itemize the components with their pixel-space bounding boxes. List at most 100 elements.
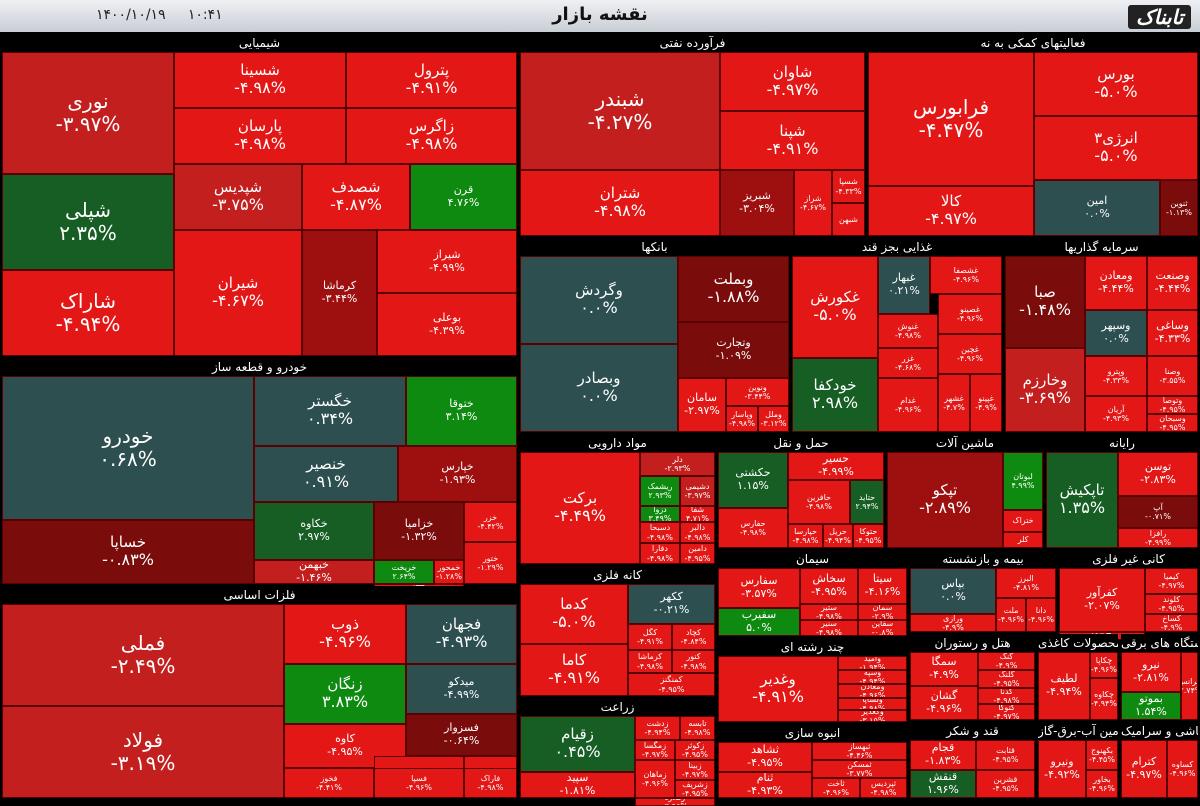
stock-tile[interactable]: خمحور -۱.۲۸% bbox=[434, 560, 464, 584]
stock-tile[interactable]: سفارس -۳.۵۷% bbox=[718, 568, 800, 608]
stock-tile[interactable]: کاما -۴.۹۱% bbox=[520, 644, 628, 696]
stock-tile[interactable]: گتوکا -۴.۹۷% bbox=[978, 704, 1035, 720]
stock-tile[interactable]: قثابت -۴.۹۵% bbox=[976, 740, 1035, 770]
stock-tile[interactable]: کنور -۴.۹۸% bbox=[672, 650, 715, 673]
stock-tile[interactable]: قنقش ۱.۹۶% bbox=[910, 770, 976, 798]
stock-tile[interactable]: شاراک -۴.۹۴% bbox=[2, 270, 174, 356]
stock-tile[interactable]: ونوین -۳.۴۴% bbox=[726, 378, 789, 406]
stock-tile[interactable]: ککهر -۰.۲۱% bbox=[628, 584, 715, 624]
stock-tile[interactable]: حسیر -۴.۹۹% bbox=[788, 452, 884, 480]
stock-tile[interactable]: زکوثر -۴.۹۵% bbox=[675, 740, 715, 760]
stock-tile[interactable]: ثاخت -۴.۹۶% bbox=[812, 778, 860, 798]
stock-tile[interactable]: خزر -۴.۴۲% bbox=[464, 502, 517, 542]
stock-tile[interactable]: وصنعت -۴.۴۴% bbox=[1147, 256, 1198, 310]
stock-tile[interactable]: بپاس ۰.۰% bbox=[910, 568, 996, 614]
stock-tile[interactable]: امین ۰.۰% bbox=[1034, 180, 1160, 236]
stock-tile[interactable]: قرن ۴.۷۶% bbox=[410, 164, 517, 230]
stock-tile[interactable]: سامان -۲.۹۷% bbox=[678, 378, 726, 432]
stock-tile[interactable]: غشصفا -۴.۹۶% bbox=[930, 256, 1002, 294]
stock-tile[interactable]: انرژی۳ -۵.۰% bbox=[1034, 116, 1198, 180]
stock-tile[interactable]: ثمسکن -۳.۷۷% bbox=[812, 760, 907, 778]
stock-tile[interactable]: حفارس -۴.۹۸% bbox=[718, 508, 788, 548]
stock-tile[interactable]: زدشت -۴.۹۴% bbox=[635, 716, 680, 740]
stock-tile[interactable]: کمنگنز -۴.۹۵% bbox=[628, 673, 715, 696]
stock-tile[interactable]: ومعادن -۴.۹۶% bbox=[838, 684, 907, 698]
stock-tile[interactable]: سیتا -۴.۱۶% bbox=[858, 568, 907, 604]
stock-tile[interactable]: کرماشا -۳.۴۴% bbox=[302, 230, 377, 356]
stock-tile[interactable]: خنصیر ۰.۹۱% bbox=[254, 446, 398, 502]
stock-tile[interactable]: صبا -۱.۴۸% bbox=[1005, 256, 1085, 348]
stock-tile[interactable]: توسن -۲.۸۳% bbox=[1118, 452, 1198, 496]
stock-tile[interactable]: گشان -۴.۹۶% bbox=[910, 686, 978, 720]
stock-tile[interactable]: دلر -۲.۹۳% bbox=[640, 452, 715, 476]
stock-tile[interactable]: دامین -۴.۹۵% bbox=[680, 543, 715, 564]
stock-tile[interactable]: شصدف -۴.۸۷% bbox=[302, 164, 410, 230]
stock-tile[interactable]: خزامیا -۱.۳۲% bbox=[374, 502, 464, 560]
stock-tile[interactable]: حتاید ۲.۹۴% bbox=[850, 480, 884, 524]
stock-tile[interactable]: خبهمن -۱.۴۶% bbox=[254, 560, 374, 584]
stock-tile[interactable]: وگردش ۰.۰% bbox=[520, 256, 678, 344]
stock-tile[interactable]: وتوصا -۴.۹۵% bbox=[1147, 396, 1198, 414]
stock-tile[interactable]: کگل -۴.۹۱% bbox=[628, 624, 672, 650]
stock-tile[interactable]: برکت -۴.۴۹% bbox=[520, 452, 640, 564]
stock-tile[interactable]: حکشتی ۱.۱۵% bbox=[718, 452, 788, 508]
stock-tile[interactable]: کرماشا -۴.۹۸% bbox=[628, 650, 672, 673]
stock-tile[interactable]: غزر -۴.۶۸% bbox=[878, 348, 938, 378]
stock-tile[interactable]: دسبحا -۴.۹۸% bbox=[640, 522, 680, 543]
stock-tile[interactable]: سنیر -۴.۹۸% bbox=[800, 620, 858, 636]
stock-tile[interactable]: چکاوه -۴.۹۴% bbox=[1090, 678, 1118, 720]
stock-tile[interactable]: کچاد -۴.۸۴% bbox=[672, 624, 715, 650]
stock-tile[interactable]: خودکفا ۲.۹۸% bbox=[792, 358, 878, 432]
stock-tile[interactable]: زماهان -۴.۹۶% bbox=[635, 760, 675, 798]
stock-tile[interactable]: فسزوار -۰.۶۴% bbox=[406, 714, 517, 756]
stock-tile[interactable]: دشیمی -۳.۹۷% bbox=[680, 476, 715, 506]
stock-tile[interactable]: وساغی -۴.۳۳% bbox=[1147, 310, 1198, 356]
stock-tile[interactable]: ختراک bbox=[1003, 510, 1043, 532]
stock-tile[interactable]: شیراز -۴.۹۹% bbox=[377, 230, 517, 293]
stock-tile[interactable]: چکاپا -۴.۹۶% bbox=[1090, 652, 1118, 678]
stock-tile[interactable]: سپید -۱.۸۱% bbox=[520, 772, 635, 798]
stock-tile[interactable]: گلنگ -۴.۹۵% bbox=[978, 670, 1035, 688]
stock-tile[interactable]: سمگا -۴.۹% bbox=[910, 652, 978, 686]
stock-tile[interactable]: گدنا -۴.۹۸% bbox=[978, 688, 1035, 704]
stock-tile[interactable]: کساخ -۴.۹% bbox=[1145, 614, 1198, 632]
stock-tile[interactable]: حتوکا -۴.۹۵% bbox=[853, 524, 884, 548]
stock-tile[interactable]: شبهن bbox=[832, 203, 865, 236]
stock-tile[interactable]: شتران -۴.۹۸% bbox=[520, 170, 720, 236]
stock-tile[interactable]: وپترو -۴.۳۳% bbox=[1085, 356, 1147, 396]
stock-tile[interactable]: ثشاهد -۴.۹۵% bbox=[718, 742, 812, 772]
stock-tile[interactable]: زاگرس -۴.۹۸% bbox=[346, 108, 517, 164]
stock-tile[interactable]: شپدیس -۳.۷۵% bbox=[174, 164, 302, 230]
stock-tile[interactable]: آریان -۴.۹۳% bbox=[1085, 396, 1147, 432]
stock-tile[interactable]: وامید -۱.۹۴% bbox=[838, 656, 907, 670]
stock-tile[interactable]: غشهر -۴.۷% bbox=[938, 374, 970, 432]
stock-tile[interactable]: زمگسا -۴.۹۷% bbox=[635, 740, 675, 760]
stock-tile[interactable]: وسپه -۴.۹۴% bbox=[838, 670, 907, 684]
stock-tile[interactable]: فخوز -۴.۴۱% bbox=[284, 768, 374, 798]
stock-tile[interactable]: ریشمک ۲.۹۳% bbox=[640, 476, 680, 506]
stock-tile[interactable]: غصینو -۴.۹۶% bbox=[938, 294, 1002, 334]
stock-tile[interactable]: سقاین -۰.۸% bbox=[858, 620, 907, 636]
stock-tile[interactable]: فملی -۲.۴۹% bbox=[2, 604, 284, 706]
stock-tile[interactable]: وپاسار -۴.۹۸% bbox=[726, 406, 758, 432]
stock-tile[interactable]: فولاد -۳.۱۹% bbox=[2, 706, 284, 798]
stock-tile[interactable]: تاپکیش ۱.۳۵% bbox=[1046, 452, 1118, 548]
stock-tile[interactable]: ورازی -۴.۹% bbox=[910, 614, 996, 632]
stock-tile[interactable]: کترام -۴.۹۷% bbox=[1121, 740, 1167, 798]
stock-tile[interactable]: ختوقا ۳.۱۴% bbox=[406, 376, 517, 446]
stock-tile[interactable]: تپکو -۲.۸۹% bbox=[887, 452, 1003, 548]
stock-tile[interactable]: خریخت ۲.۶۴% bbox=[374, 560, 434, 584]
stock-tile[interactable]: لبوتان ۴.۹۹% bbox=[1003, 452, 1043, 510]
stock-tile[interactable]: غچین -۴.۹۶% bbox=[938, 334, 1002, 374]
stock-tile[interactable]: ختور -۱.۲۹% bbox=[464, 542, 517, 584]
stock-tile[interactable]: وبصادر ۰.۰% bbox=[520, 344, 678, 432]
stock-tile[interactable]: زملارد-۴.۹۶% bbox=[635, 798, 715, 806]
stock-tile[interactable]: سفیرب ۵.۰% bbox=[718, 608, 800, 636]
stock-tile[interactable]: ثنوین -۱.۱۳% bbox=[1160, 180, 1198, 236]
stock-tile[interactable]: خگستر ۰.۳۴% bbox=[254, 376, 406, 446]
stock-tile[interactable]: زقیام ۰.۴۵% bbox=[520, 716, 635, 772]
stock-tile[interactable]: دزوا ۳.۴۹% bbox=[640, 506, 680, 522]
stock-tile[interactable]: میدکو -۴.۹۹% bbox=[406, 664, 517, 714]
stock-tile[interactable]: وسپهر ۰.۰% bbox=[1085, 310, 1147, 356]
stock-tile[interactable]: فاراک -۴.۹۸% bbox=[464, 768, 517, 798]
